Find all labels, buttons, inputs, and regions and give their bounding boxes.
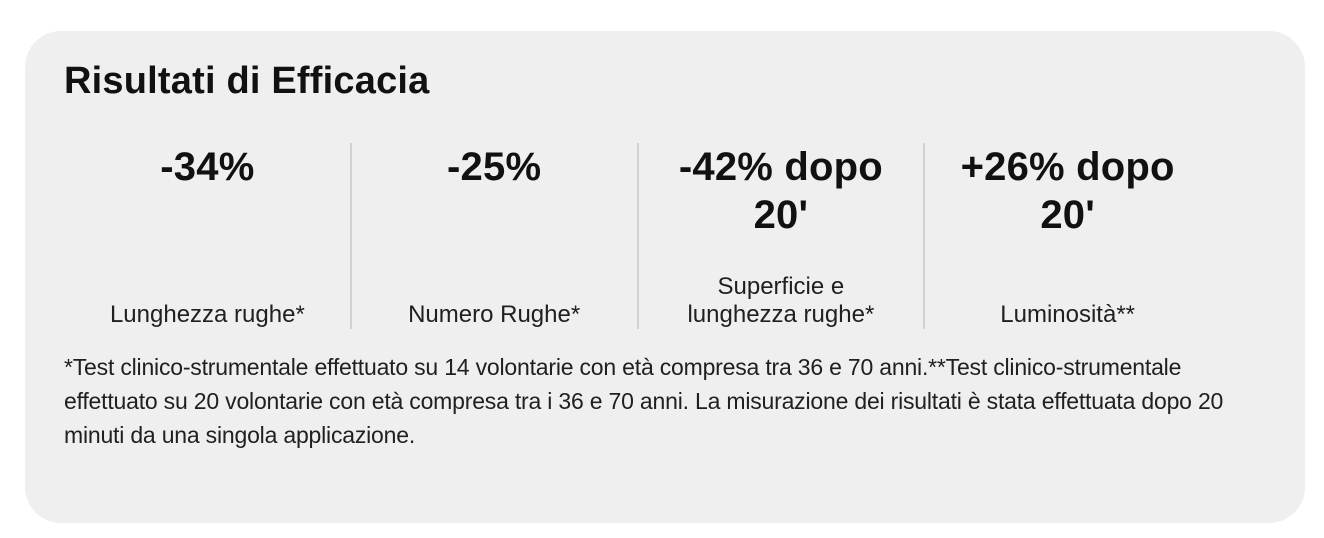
stat-label: Numero Rughe*: [408, 301, 581, 328]
efficacy-results-card: Risultati di Efficacia -34% Lunghezza ru…: [25, 31, 1305, 523]
footnote-text: *Test clinico-strumentale effettuato su …: [64, 354, 1224, 448]
section-title: Risultati di Efficacia: [64, 60, 430, 102]
stat-column: -34% Lunghezza rughe*: [65, 143, 350, 329]
stat-value: +26% dopo 20': [960, 145, 1175, 237]
stat-value: -25%: [447, 145, 542, 189]
stat-value: -34%: [160, 145, 255, 189]
stat-column: -42% dopo 20' Superficie e lunghezza rug…: [636, 143, 924, 329]
stat-column: -25% Numero Rughe*: [349, 143, 637, 329]
stat-column: +26% dopo 20' Luminosità**: [923, 143, 1210, 329]
stat-label: Luminosità**: [1000, 301, 1135, 328]
stat-label: Superficie e lunghezza rughe*: [687, 273, 875, 328]
stat-value: -42% dopo 20': [678, 145, 883, 237]
stat-label: Lunghezza rughe*: [109, 301, 305, 328]
stats-row: -34% Lunghezza rughe* -25% Numero Rughe*…: [65, 143, 1210, 329]
